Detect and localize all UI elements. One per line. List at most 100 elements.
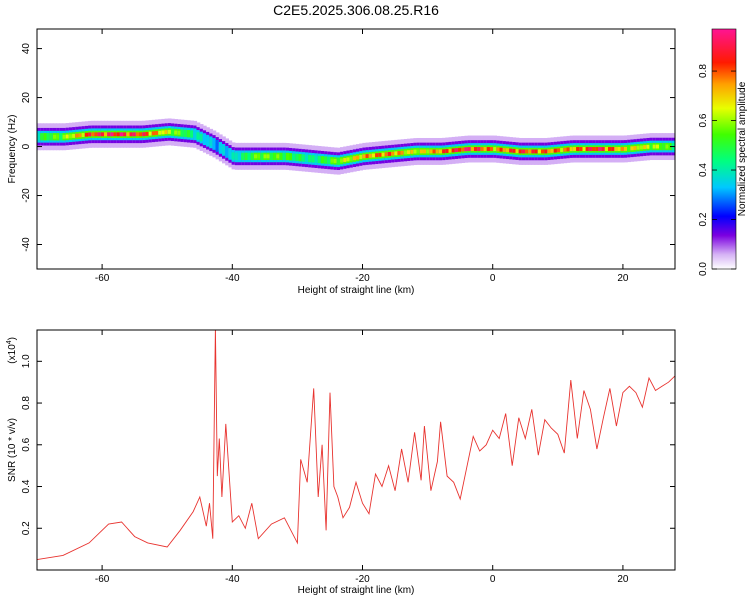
snr-x-label: Height of straight line (km)	[298, 585, 415, 596]
heatmap-cell	[78, 133, 83, 138]
heatmap-cell	[505, 148, 510, 153]
heatmap-cell	[100, 132, 105, 137]
heatmap-cell	[333, 159, 338, 163]
heatmap-cell	[419, 149, 424, 154]
snr-xtick-label: 20	[617, 574, 629, 585]
heatmap-cell	[276, 154, 281, 159]
heatmap-cell	[206, 138, 210, 143]
spectrogram-y-axis: -40 -20 0 20 40	[21, 43, 675, 252]
colorbar-tick-label: 0.8	[698, 64, 709, 78]
heatmap-cell	[646, 144, 651, 149]
heatmap-cell	[107, 132, 111, 137]
heatmap-cell	[547, 149, 552, 154]
heatmap-cell	[601, 147, 606, 151]
heatmap-cell	[470, 147, 475, 151]
heatmap-cell	[148, 131, 153, 136]
snr-multiplier: (x104)	[6, 337, 18, 364]
heatmap-cell	[643, 145, 647, 150]
heatmap-cell	[445, 149, 450, 153]
heatmap-cell	[588, 147, 593, 151]
heatmap-cell	[231, 153, 236, 158]
snr-plot-area	[37, 330, 675, 570]
heatmap-cell	[480, 147, 485, 151]
colorbar-tick-label: 0.0	[698, 262, 709, 276]
heatmap-cell	[132, 132, 137, 137]
heatmap-cell	[199, 135, 204, 140]
heatmap-cell	[493, 147, 497, 152]
heatmap-cell	[569, 147, 574, 152]
heatmap-cell	[327, 158, 332, 163]
heatmap-cell	[435, 149, 440, 154]
heatmap-cell	[531, 149, 536, 154]
heatmap-cell	[317, 157, 322, 162]
heatmap-cell	[502, 147, 507, 152]
heatmap-cell	[295, 155, 300, 160]
heatmap-cell	[314, 157, 319, 162]
heatmap-cell	[387, 152, 392, 156]
heatmap-cell	[483, 147, 488, 151]
snr-x-axis: -60 -40 -20 0 20	[95, 330, 629, 585]
heatmap-cell	[432, 149, 437, 154]
heatmap-cell	[391, 151, 395, 156]
spectrogram-y-label: Frequency (Hz)	[7, 115, 18, 184]
heatmap-cell	[659, 144, 663, 149]
snr-ytick-label: 0.6	[21, 437, 32, 451]
heatmap-cell	[174, 130, 178, 135]
spectrogram-heatmap	[37, 118, 675, 175]
heatmap-cell	[576, 147, 580, 151]
heatmap-cell	[403, 150, 408, 155]
heatmap-cell	[279, 154, 284, 159]
heatmap-cell	[356, 155, 360, 160]
heatmap-cell	[250, 154, 255, 159]
heatmap-cell	[324, 158, 328, 163]
heatmap-cell	[228, 151, 233, 156]
heatmap-cell	[426, 149, 430, 154]
heatmap-cell	[212, 141, 217, 146]
heatmap-cell	[649, 144, 654, 149]
snr-xtick-label: -20	[355, 574, 370, 585]
heatmap-cell	[572, 147, 577, 151]
heatmap-cell	[202, 137, 207, 142]
snr-panel: -60 -40 -20 0 20 0.2 0.4 0.6 0.8 1.0 Height of s…	[6, 329, 676, 596]
heatmap-cell	[652, 144, 657, 149]
heatmap-cell	[349, 156, 354, 161]
heatmap-cell	[611, 147, 615, 151]
heatmap-cell	[566, 147, 571, 152]
spectrogram-frame	[36, 28, 676, 270]
heatmap-cell	[604, 147, 609, 151]
heatmap-cell	[170, 130, 175, 135]
snr-multiplier-exponent: 4	[6, 340, 13, 344]
colorbar-gradient	[711, 28, 737, 270]
spectrogram-x-axis: -60 -40 -20 0 20	[95, 29, 629, 284]
heatmap-cell	[142, 132, 147, 137]
heatmap-cell	[556, 148, 561, 153]
heatmap-cell	[346, 157, 351, 162]
snr-y-axis: 0.2 0.4 0.6 0.8 1.0	[21, 354, 675, 535]
heatmap-cell	[400, 150, 405, 155]
heatmap-cell	[49, 134, 54, 139]
heatmap-cell	[298, 155, 303, 160]
heatmap-cell	[614, 147, 619, 151]
snr-multiplier-base: (x10	[7, 344, 18, 364]
heatmap-cell	[225, 149, 229, 154]
heatmap-cell	[244, 154, 249, 159]
heatmap-cell	[84, 132, 89, 137]
heatmap-cell	[155, 131, 159, 135]
heatmap-cell	[113, 132, 118, 137]
heatmap-cell	[94, 132, 99, 137]
snr-xtick-label: 0	[490, 574, 496, 585]
spectrogram-xtick-label: -20	[355, 273, 370, 284]
heatmap-cell	[177, 130, 182, 135]
heatmap-cell	[237, 154, 242, 159]
heatmap-cell	[46, 134, 51, 139]
heatmap-cell	[592, 147, 596, 151]
heatmap-cell	[467, 147, 472, 151]
heatmap-cell	[269, 154, 274, 159]
spectrogram-x-label: Height of straight line (km)	[298, 285, 415, 296]
spectrogram-xtick-label: -60	[95, 273, 110, 284]
heatmap-cell	[40, 134, 44, 139]
heatmap-cell	[304, 156, 309, 161]
heatmap-cell	[260, 154, 265, 159]
heatmap-cell	[222, 147, 226, 152]
